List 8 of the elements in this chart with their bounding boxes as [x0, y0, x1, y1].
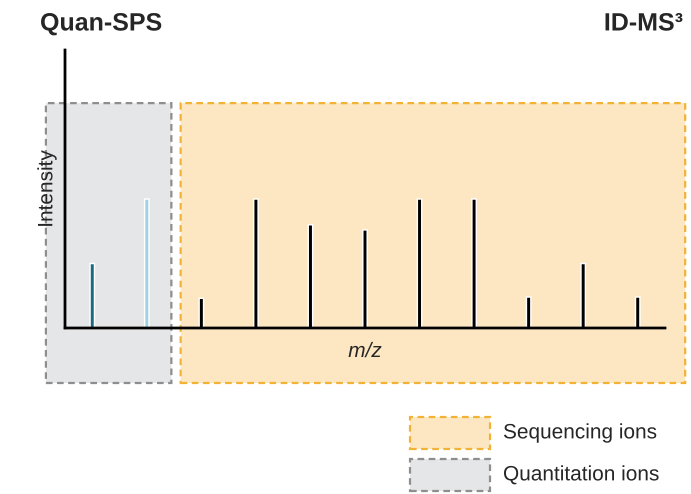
chart-title: Quan-SPS: [41, 13, 162, 36]
text: Quantitation ions: [504, 465, 659, 484]
y-axis-title: Intensity: [37, 150, 57, 226]
text: ID-MS³: [606, 13, 682, 31]
bar: [144, 198, 150, 328]
x-axis-title: m/z: [348, 342, 382, 358]
text: Sequencing ions: [504, 423, 656, 443]
bar: [89, 262, 96, 328]
